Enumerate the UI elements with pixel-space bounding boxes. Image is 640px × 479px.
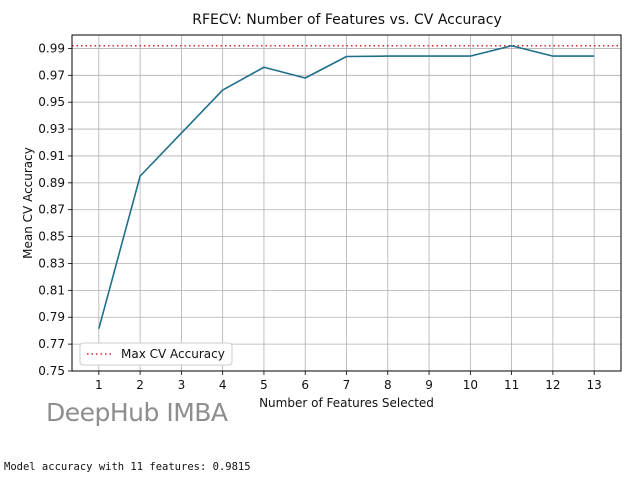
y-tick-label: 0.79 <box>38 310 65 324</box>
x-tick-label: 10 <box>463 378 478 392</box>
x-tick-label: 5 <box>260 378 268 392</box>
grid-lines <box>72 35 621 372</box>
y-tick-label: 0.99 <box>38 41 65 55</box>
legend: Max CV Accuracy <box>79 342 233 366</box>
x-tick-label: 4 <box>219 378 227 392</box>
y-tick-label: 0.97 <box>38 68 65 82</box>
y-tick-label: 0.87 <box>38 203 65 217</box>
console-output: Model accuracy with 11 features: 0.9815 <box>4 461 251 473</box>
x-tick-label: 11 <box>504 378 519 392</box>
y-tick-label: 0.95 <box>38 95 65 109</box>
x-tick-label: 13 <box>587 378 602 392</box>
chart-title: RFECV: Number of Features vs. CV Accurac… <box>192 12 501 28</box>
x-tick-label: 9 <box>425 378 433 392</box>
y-tick-label: 0.93 <box>38 122 65 136</box>
y-tick-label: 0.85 <box>38 230 65 244</box>
y-tick-label: 0.77 <box>38 337 65 351</box>
x-axis-ticks: 1 2 3 4 5 6 7 8 9 10 11 12 13 <box>95 371 602 392</box>
y-axis-label: Mean CV Accuracy <box>21 147 35 259</box>
y-tick-label: 0.81 <box>38 283 65 297</box>
legend-box <box>79 342 233 366</box>
x-tick-label: 1 <box>95 378 103 392</box>
y-tick-label: 0.83 <box>38 256 65 270</box>
y-tick-label: 0.75 <box>38 364 65 378</box>
x-tick-label: 2 <box>136 378 144 392</box>
x-axis-label: Number of Features Selected <box>259 396 434 410</box>
x-tick-label: 12 <box>545 378 560 392</box>
x-tick-label: 8 <box>384 378 392 392</box>
y-axis-ticks: 0.75 0.77 0.79 0.81 0.83 0.85 0.87 0.89 0.91 0.93… <box>38 41 72 378</box>
y-tick-label: 0.89 <box>38 176 65 190</box>
watermark-text: DeepHub IMBA <box>46 398 228 427</box>
legend-label-max-cv-accuracy: Max CV Accuracy <box>121 347 225 361</box>
y-tick-label: 0.91 <box>38 149 65 163</box>
x-tick-label: 6 <box>301 378 309 392</box>
x-tick-label: 3 <box>178 378 186 392</box>
x-tick-label: 7 <box>343 378 351 392</box>
series-layer <box>98 44 595 329</box>
